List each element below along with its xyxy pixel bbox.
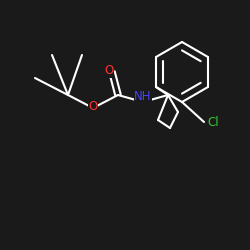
Text: O: O bbox=[88, 100, 98, 114]
Text: Cl: Cl bbox=[207, 116, 219, 128]
Text: NH: NH bbox=[134, 90, 152, 102]
Text: O: O bbox=[104, 64, 114, 78]
